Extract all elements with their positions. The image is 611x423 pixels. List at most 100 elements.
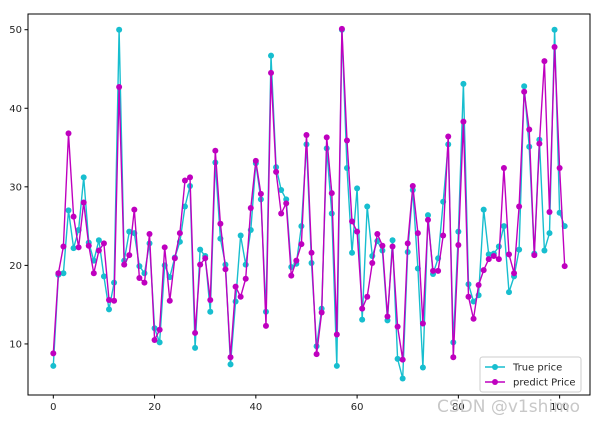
data-point-predict-price: [187, 174, 194, 181]
data-point-predict-price: [146, 230, 153, 237]
data-point-true-price: [268, 52, 275, 59]
data-point-predict-price: [480, 267, 487, 274]
axes-frame: [27, 13, 591, 396]
data-point-true-price: [156, 339, 163, 346]
data-point-predict-price: [521, 88, 528, 95]
y-tick-label: 40: [9, 104, 22, 115]
x-tick-label: 40: [249, 402, 262, 413]
legend-label: predict Price: [513, 378, 576, 389]
data-point-predict-price: [161, 244, 168, 251]
data-point-predict-price: [354, 228, 361, 235]
data-point-true-price: [516, 246, 523, 253]
data-point-true-price: [551, 26, 558, 33]
data-point-true-price: [227, 361, 234, 368]
data-point-true-price: [65, 207, 72, 214]
data-point-predict-price: [430, 267, 437, 274]
data-point-predict-price: [338, 25, 345, 32]
data-point-predict-price: [343, 137, 350, 144]
data-point-predict-price: [414, 230, 421, 237]
data-point-predict-price: [445, 133, 452, 140]
data-point-true-price: [181, 203, 188, 210]
data-point-true-price: [556, 209, 563, 216]
data-point-predict-price: [369, 260, 376, 267]
data-point-predict-price: [389, 243, 396, 250]
data-point-predict-price: [516, 203, 523, 210]
data-point-predict-price: [106, 296, 113, 303]
data-point-predict-price: [505, 251, 512, 258]
data-point-predict-price: [288, 272, 295, 279]
y-tick-label: 50: [9, 25, 22, 36]
data-point-predict-price: [237, 293, 244, 300]
data-point-predict-price: [55, 270, 62, 277]
data-point-true-price: [485, 251, 492, 258]
data-point-predict-price: [551, 43, 558, 50]
data-point-predict-price: [333, 331, 340, 338]
x-tick-label: 80: [452, 402, 465, 413]
data-point-true-price: [100, 273, 107, 280]
series-layer: [50, 25, 568, 382]
data-point-predict-price: [293, 257, 300, 264]
legend-box: [479, 356, 582, 393]
data-point-predict-price: [100, 240, 107, 247]
data-point-predict-price: [526, 126, 533, 133]
data-point-true-price: [278, 186, 285, 193]
data-point-true-price: [394, 355, 401, 362]
data-point-true-price: [126, 228, 133, 235]
data-point-predict-price: [141, 279, 148, 286]
data-point-predict-price: [450, 354, 457, 361]
data-point-true-price: [500, 223, 507, 230]
data-point-predict-price: [561, 263, 568, 270]
data-point-predict-price: [116, 84, 123, 91]
data-point-true-price: [197, 246, 204, 253]
data-point-predict-price: [70, 213, 77, 220]
data-point-predict-price: [404, 240, 411, 247]
x-tick-label: 0: [50, 402, 56, 413]
data-point-true-price: [80, 174, 87, 181]
data-point-predict-price: [541, 58, 548, 65]
data-point-predict-price: [262, 322, 269, 329]
data-point-predict-price: [323, 134, 330, 141]
data-point-predict-price: [485, 256, 492, 263]
data-point-true-price: [298, 223, 305, 230]
data-point-predict-price: [212, 147, 219, 154]
legend-marker: [492, 364, 498, 370]
data-point-predict-price: [374, 230, 381, 237]
legend: True price predict Price: [479, 356, 582, 393]
data-point-predict-price: [151, 337, 158, 344]
data-point-predict-price: [192, 329, 199, 336]
data-point-predict-price: [394, 323, 401, 330]
data-point-predict-price: [298, 241, 305, 248]
data-point-predict-price: [318, 309, 325, 316]
data-point-predict-price: [349, 218, 356, 225]
data-point-true-price: [460, 80, 467, 87]
data-point-predict-price: [283, 200, 290, 207]
data-point-predict-price: [364, 293, 371, 300]
data-point-true-price: [237, 232, 244, 239]
data-point-predict-price: [328, 190, 335, 197]
data-point-predict-price: [80, 199, 87, 206]
data-point-predict-price: [500, 164, 507, 171]
data-point-predict-price: [131, 206, 138, 213]
data-point-true-price: [399, 375, 406, 382]
data-point-true-price: [95, 237, 102, 244]
data-point-predict-price: [308, 249, 315, 256]
data-point-predict-price: [207, 296, 214, 303]
data-point-predict-price: [379, 242, 386, 249]
data-point-true-price: [207, 308, 214, 315]
data-point-predict-price: [384, 313, 391, 320]
data-point-predict-price: [409, 183, 416, 190]
data-point-true-price: [333, 362, 340, 369]
data-point-true-price: [419, 364, 426, 371]
data-point-predict-price: [202, 255, 209, 262]
data-point-predict-price: [455, 241, 462, 248]
data-point-true-price: [505, 289, 512, 296]
data-point-true-price: [60, 270, 67, 277]
data-point-predict-price: [227, 354, 234, 361]
x-tick-label: 20: [148, 402, 161, 413]
data-point-predict-price: [460, 118, 467, 125]
data-point-predict-price: [95, 247, 102, 254]
data-point-predict-price: [247, 205, 254, 212]
y-tick-label: 30: [9, 182, 22, 193]
